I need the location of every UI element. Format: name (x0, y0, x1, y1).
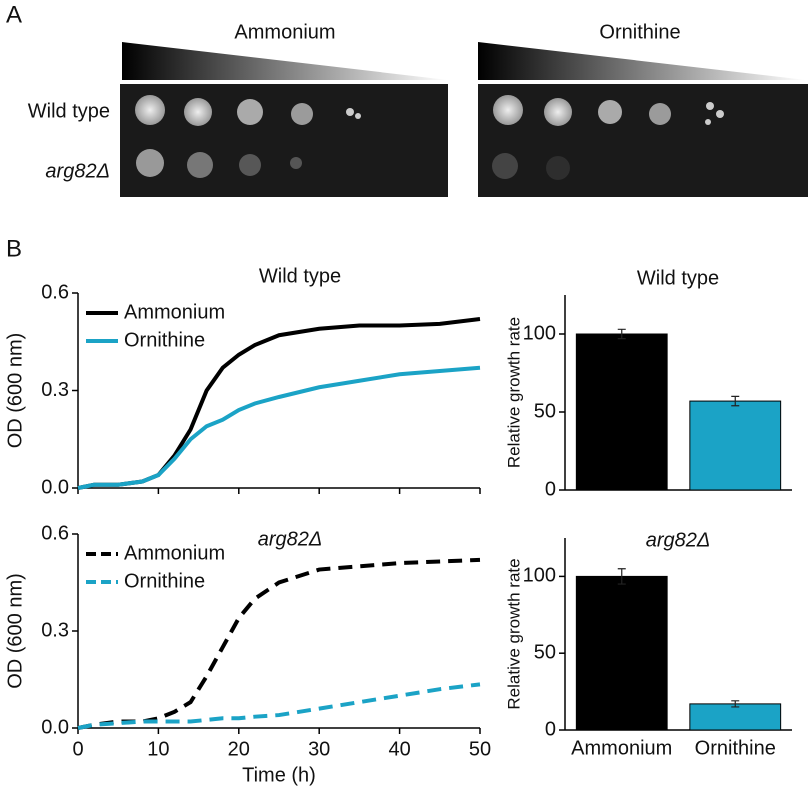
strain-label: Wild type (28, 100, 110, 122)
legend-label: Ornithine (124, 570, 205, 592)
y-axis-label: Relative growth rate (504, 558, 523, 709)
plate (120, 84, 448, 197)
panel-label: B (6, 235, 22, 262)
legend-label: Ammonium (124, 301, 225, 323)
panel-label: A (6, 1, 22, 28)
x-tick-label: 30 (308, 738, 330, 760)
y-tick-label: 100 (523, 322, 556, 344)
y-tick-label: 0.3 (41, 379, 69, 401)
dilution-wedge (122, 42, 448, 80)
colonies (135, 95, 724, 180)
strain-label: arg82Δ (45, 160, 110, 182)
condition-label: Ornithine (599, 21, 680, 43)
x-tick-label: 10 (147, 738, 169, 760)
plate (478, 84, 808, 197)
x-tick-label: Ornithine (695, 737, 776, 759)
dilution-wedge (478, 42, 806, 80)
error-bar (731, 700, 740, 708)
y-axis-label: OD (600 nm) (4, 333, 26, 449)
bar (575, 333, 668, 491)
y-tick-label: 0.3 (41, 619, 69, 641)
x-tick-label: Ammonium (571, 737, 672, 759)
y-axis-label: Relative growth rate (504, 317, 523, 468)
data-line (77, 365, 481, 490)
x-tick-label: 40 (388, 738, 410, 760)
chart-title: Wild type (637, 267, 719, 289)
x-tick-label: 20 (228, 738, 250, 760)
y-tick-label: 100 (523, 565, 556, 587)
chart-title: arg82Δ (646, 529, 711, 551)
y-tick-label: 0 (545, 478, 556, 500)
bar (689, 703, 782, 731)
x-tick-label: 50 (469, 738, 491, 760)
data-line (77, 682, 481, 730)
legend-label: Ornithine (124, 329, 205, 351)
error-bar (731, 395, 740, 407)
error-bar (617, 328, 626, 340)
y-tick-label: 0.6 (41, 522, 69, 544)
x-axis-label: Time (h) (242, 764, 316, 786)
chart-title: arg82Δ (258, 528, 323, 550)
error-bar (617, 568, 626, 585)
bar (575, 575, 668, 731)
condition-label: Ammonium (234, 21, 335, 43)
y-tick-label: 0 (545, 718, 556, 740)
y-tick-label: 0.0 (41, 476, 69, 498)
y-tick-label: 0.6 (41, 281, 69, 303)
legend-label: Ammonium (124, 542, 225, 564)
y-tick-label: 0.0 (41, 716, 69, 738)
y-tick-label: 50 (534, 400, 556, 422)
bar (689, 400, 782, 491)
x-tick-label: 0 (72, 738, 83, 760)
y-axis-label: OD (600 nm) (4, 573, 26, 689)
chart-title: Wild type (259, 265, 341, 287)
y-tick-label: 50 (534, 641, 556, 663)
